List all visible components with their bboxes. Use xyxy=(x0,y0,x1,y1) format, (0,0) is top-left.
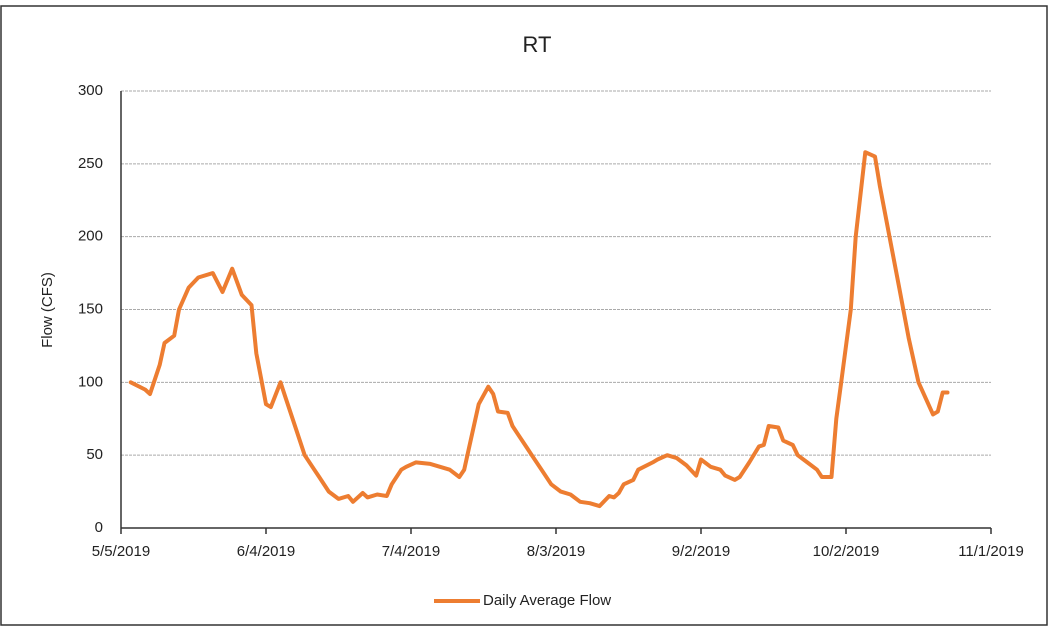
y-tick-label: 0 xyxy=(95,519,103,536)
legend-label: Daily Average Flow xyxy=(483,592,611,609)
x-tick-label: 9/2/2019 xyxy=(672,543,730,560)
x-tick-label: 8/3/2019 xyxy=(527,543,585,560)
y-tick-label: 150 xyxy=(78,300,103,317)
x-tick-label: 10/2/2019 xyxy=(813,543,880,560)
chart-title: RT xyxy=(523,32,552,57)
y-tick-label: 100 xyxy=(78,373,103,390)
y-tick-label: 200 xyxy=(78,228,103,245)
x-tick-label: 7/4/2019 xyxy=(382,543,440,560)
y-tick-label: 250 xyxy=(78,155,103,172)
chart-frame xyxy=(0,5,1048,626)
x-tick-label: 11/1/2019 xyxy=(958,543,1024,560)
x-tick-label: 5/5/2019 xyxy=(92,543,150,560)
flow-line xyxy=(128,150,950,509)
y-axis-label: Flow (CFS) xyxy=(39,272,56,348)
y-tick-label: 50 xyxy=(86,446,103,463)
y-tick-label: 300 xyxy=(78,82,103,99)
x-tick-label: 6/4/2019 xyxy=(237,543,295,560)
